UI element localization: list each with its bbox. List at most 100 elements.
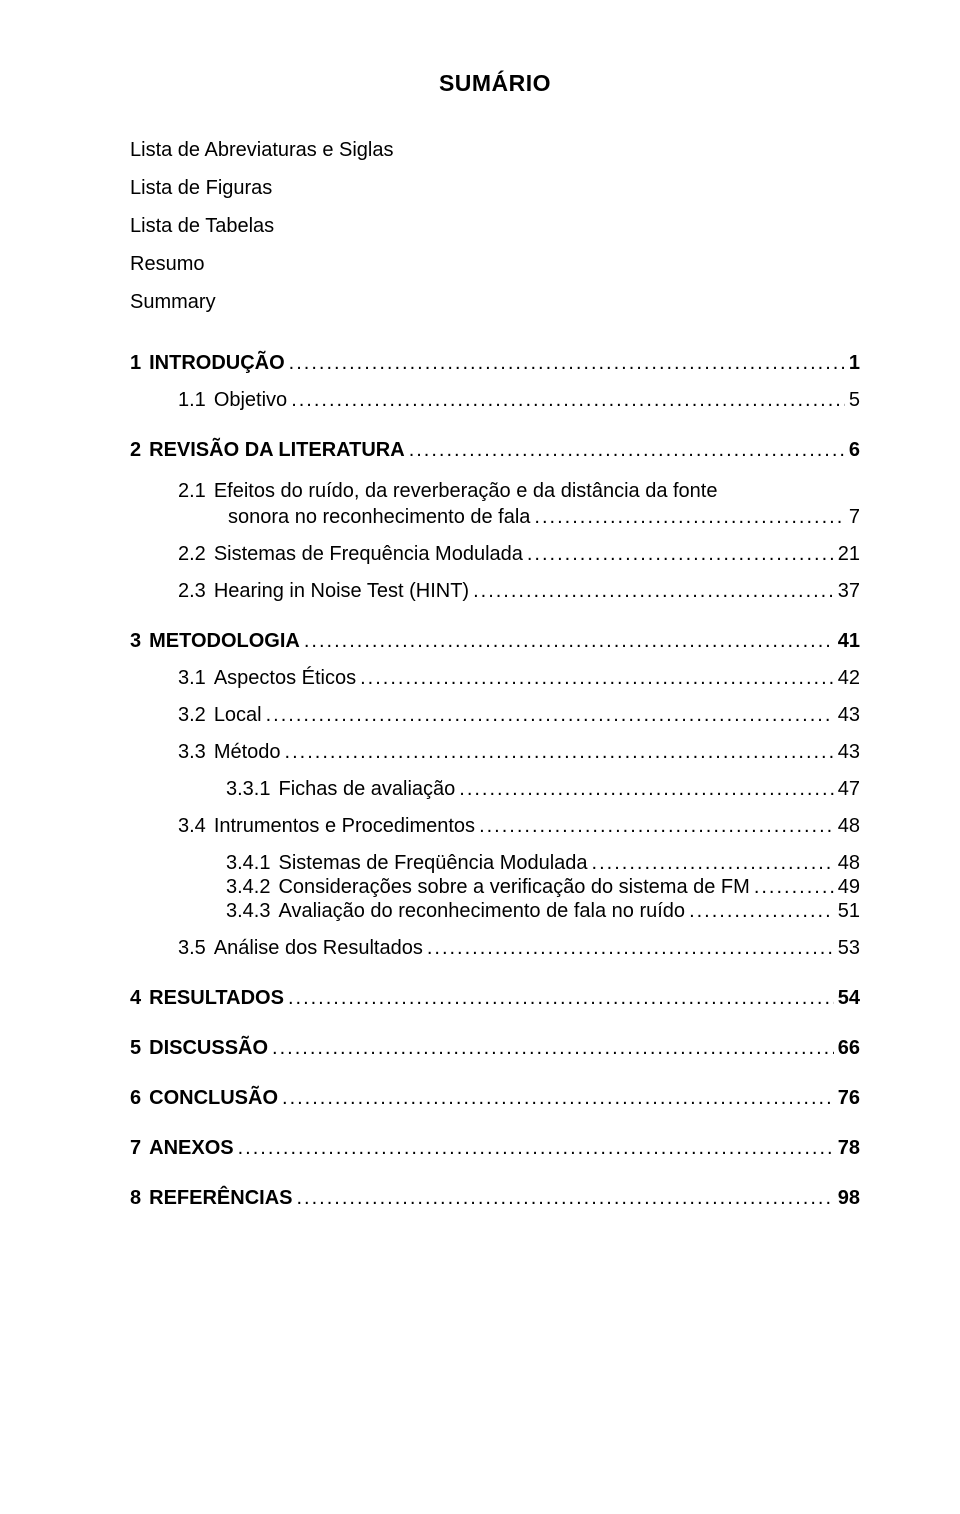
toc-label: Aspectos Éticos xyxy=(214,668,356,688)
toc-entry: 3.4.2Considerações sobre a verificação d… xyxy=(130,877,860,897)
toc-entry: 7ANEXOS.................................… xyxy=(130,1138,860,1158)
toc-number: 2.3 xyxy=(178,581,214,601)
toc-label: CONCLUSÃO xyxy=(149,1088,278,1108)
toc-leader-dots: ........................................… xyxy=(685,901,834,921)
toc-leader-dots: ........................................… xyxy=(285,353,845,373)
toc-leader-dots: ........................................… xyxy=(300,631,834,651)
toc-leader-dots: ........................................… xyxy=(475,816,834,836)
toc-page: 78 xyxy=(834,1138,860,1158)
toc-leader-dots: ........................................… xyxy=(234,1138,834,1158)
toc-number: 5 xyxy=(130,1038,149,1058)
toc-label: Fichas de avaliação xyxy=(278,779,455,799)
toc-number: 3.4.3 xyxy=(226,901,278,921)
toc-page: 1 xyxy=(845,353,860,373)
toc-page: 6 xyxy=(845,440,860,460)
toc-number: 8 xyxy=(130,1188,149,1208)
toc-number: 3.5 xyxy=(178,938,214,958)
toc-label: Análise dos Resultados xyxy=(214,938,423,958)
toc-page: 51 xyxy=(834,901,860,921)
toc-leader-dots: ........................................… xyxy=(262,705,834,725)
toc-leader-dots: ........................................… xyxy=(455,779,833,799)
toc-label: DISCUSSÃO xyxy=(149,1038,268,1058)
toc-leader-dots: ........................................… xyxy=(530,507,844,527)
toc-number: 4 xyxy=(130,988,149,1008)
toc-page: 47 xyxy=(834,779,860,799)
toc-label: Sistemas de Frequência Modulada xyxy=(214,544,523,564)
toc-number: 3.4 xyxy=(178,816,214,836)
toc-number: 1.1 xyxy=(178,390,214,410)
toc-entry: 3.1Aspectos Éticos......................… xyxy=(130,668,860,688)
frontmatter-item: Lista de Abreviaturas e Siglas xyxy=(130,131,860,169)
toc-leader-dots: ........................................… xyxy=(287,390,845,410)
toc-entry: 8REFERÊNCIAS............................… xyxy=(130,1188,860,1208)
toc-page: 42 xyxy=(834,668,860,688)
toc-label: Local xyxy=(214,705,262,725)
toc-label: INTRODUÇÃO xyxy=(149,353,285,373)
toc-number: 3.3.1 xyxy=(226,779,278,799)
frontmatter-item: Lista de Figuras xyxy=(130,169,860,207)
toc-page: 43 xyxy=(834,742,860,762)
toc-page: 43 xyxy=(834,705,860,725)
toc-entry: 5DISCUSSÃO..............................… xyxy=(130,1038,860,1058)
toc-label: ANEXOS xyxy=(149,1138,233,1158)
page-title: SUMÁRIO xyxy=(130,70,860,97)
toc-page: 37 xyxy=(834,581,860,601)
toc-number: 2.2 xyxy=(178,544,214,564)
toc-leader-dots: ........................................… xyxy=(284,988,834,1008)
toc-page: 49 xyxy=(834,877,860,897)
toc-leader-dots: ........................................… xyxy=(423,938,834,958)
toc-label: Efeitos do ruído, da reverberação e da d… xyxy=(214,477,718,505)
toc-page: 41 xyxy=(834,631,860,651)
toc-entry: 3.2Local................................… xyxy=(130,705,860,725)
toc-leader-dots: ........................................… xyxy=(356,668,834,688)
toc-number: 2.1 xyxy=(178,477,214,505)
toc-number: 3.1 xyxy=(178,668,214,688)
toc-leader-dots: ........................................… xyxy=(278,1088,834,1108)
toc-label: Considerações sobre a verificação do sis… xyxy=(278,877,749,897)
toc-entry: 3.3.1Fichas de avaliação................… xyxy=(130,779,860,799)
toc-leader-dots: ........................................… xyxy=(281,742,834,762)
toc-number: 2 xyxy=(130,440,149,460)
frontmatter-item: Summary xyxy=(130,283,860,321)
toc-page: 5 xyxy=(845,390,860,410)
toc-number: 3.2 xyxy=(178,705,214,725)
toc-entry: 3.4.1Sistemas de Freqüência Modulada....… xyxy=(130,853,860,873)
toc-entry: 2REVISÃO DA LITERATURA..................… xyxy=(130,440,860,460)
toc-label: METODOLOGIA xyxy=(149,631,300,651)
toc-page: 7 xyxy=(845,507,860,527)
toc-page: 76 xyxy=(834,1088,860,1108)
toc-number: 3.4.1 xyxy=(226,853,278,873)
toc-label: Sistemas de Freqüência Modulada xyxy=(278,853,587,873)
toc-page: 66 xyxy=(834,1038,860,1058)
toc-label: Objetivo xyxy=(214,390,287,410)
toc-entry: 1INTRODUÇÃO.............................… xyxy=(130,353,860,373)
toc-entry: 3METODOLOGIA............................… xyxy=(130,631,860,651)
toc-leader-dots: ........................................… xyxy=(292,1188,833,1208)
toc-entry: 2.2Sistemas de Frequência Modulada......… xyxy=(130,544,860,564)
toc-label: Hearing in Noise Test (HINT) xyxy=(214,581,469,601)
toc-leader-dots: ........................................… xyxy=(405,440,845,460)
toc-entry: 1.1Objetivo.............................… xyxy=(130,390,860,410)
frontmatter-item: Lista de Tabelas xyxy=(130,207,860,245)
toc-page: 21 xyxy=(834,544,860,564)
toc-page: 54 xyxy=(834,988,860,1008)
toc-leader-dots: ........................................… xyxy=(469,581,834,601)
toc-number: 1 xyxy=(130,353,149,373)
frontmatter-list: Lista de Abreviaturas e Siglas Lista de … xyxy=(130,131,860,321)
toc-leader-dots: ........................................… xyxy=(750,877,834,897)
toc-leader-dots: ........................................… xyxy=(588,853,834,873)
toc-label: Método xyxy=(214,742,281,762)
toc-number: 6 xyxy=(130,1088,149,1108)
toc-number: 3.3 xyxy=(178,742,214,762)
toc-page: 48 xyxy=(834,816,860,836)
toc-label: Avaliação do reconhecimento de fala no r… xyxy=(278,901,685,921)
toc-entry: 4RESULTADOS.............................… xyxy=(130,988,860,1008)
toc-leader-dots: ........................................… xyxy=(523,544,834,564)
toc-entry: 3.3Método...............................… xyxy=(130,742,860,762)
toc-number: 7 xyxy=(130,1138,149,1158)
toc-label: RESULTADOS xyxy=(149,988,284,1008)
toc-page: 98 xyxy=(834,1188,860,1208)
toc-entry: 2.1Efeitos do ruído, da reverberação e d… xyxy=(130,477,860,527)
toc-label: Intrumentos e Procedimentos xyxy=(214,816,475,836)
toc-label: sonora no reconhecimento de fala xyxy=(228,507,530,527)
